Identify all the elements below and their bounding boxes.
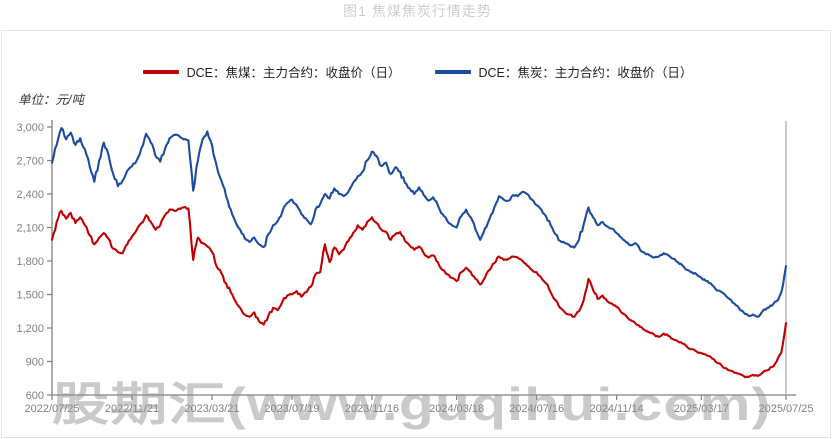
svg-text:2024/07/16: 2024/07/16 (509, 403, 564, 415)
unit-label: 单位：元/吨 (18, 93, 84, 107)
svg-text:2025/03/17: 2025/03/17 (674, 403, 729, 415)
legend-swatch-blue-line (434, 69, 471, 74)
svg-text:2025/07/25: 2025/07/25 (758, 403, 813, 415)
svg-text:1,500: 1,500 (16, 290, 44, 302)
svg-text:2,100: 2,100 (16, 223, 44, 235)
x-axis-ticks: 2022/07/25 2022/11/21 2023/03/21 2023/07/19… (24, 395, 814, 415)
svg-text:1,200: 1,200 (16, 323, 44, 335)
price-series-lines (50, 127, 788, 379)
svg-text:2023/07/19: 2023/07/19 (264, 403, 319, 415)
svg-text:2,700: 2,700 (16, 156, 44, 168)
svg-text:2022/11/21: 2022/11/21 (105, 403, 159, 415)
svg-text:600: 600 (26, 390, 44, 402)
svg-text:1,800: 1,800 (16, 256, 44, 268)
legend-label-coking-coal: DCE：焦煤：主力合约：收盘价（日） (186, 66, 401, 80)
legend-label-coke: DCE：焦炭：主力合约：收盘价（日） (478, 66, 693, 80)
svg-text:2022/07/25: 2022/07/25 (24, 403, 79, 415)
svg-text:2023/11/16: 2023/11/16 (345, 403, 399, 415)
figure-title: 图1 焦煤焦炭行情走势 (343, 3, 492, 19)
svg-text:3,000: 3,000 (16, 122, 44, 134)
y-axis-ticks: 3,000 2,700 2,400 2,100 1,800 1,500 1,200 900 60… (16, 122, 52, 402)
legend-swatch-red-line (142, 69, 179, 74)
svg-text:2024/03/18: 2024/03/18 (429, 403, 484, 415)
legend-item-coking-coal[interactable]: DCE：焦煤：主力合约：收盘价（日） (142, 62, 401, 81)
svg-text:2023/03/21: 2023/03/21 (184, 403, 239, 415)
chart-legend: DCE：焦煤：主力合约：收盘价（日） DCE：焦炭：主力合约：收盘价（日） (0, 62, 835, 81)
chart-card (1, 30, 831, 438)
svg-text:2024/11/14: 2024/11/14 (589, 403, 643, 415)
svg-text:900: 900 (26, 357, 44, 369)
chart-axes (51, 120, 796, 396)
legend-item-coke[interactable]: DCE：焦炭：主力合约：收盘价（日） (434, 62, 693, 81)
svg-text:2,400: 2,400 (16, 189, 44, 201)
